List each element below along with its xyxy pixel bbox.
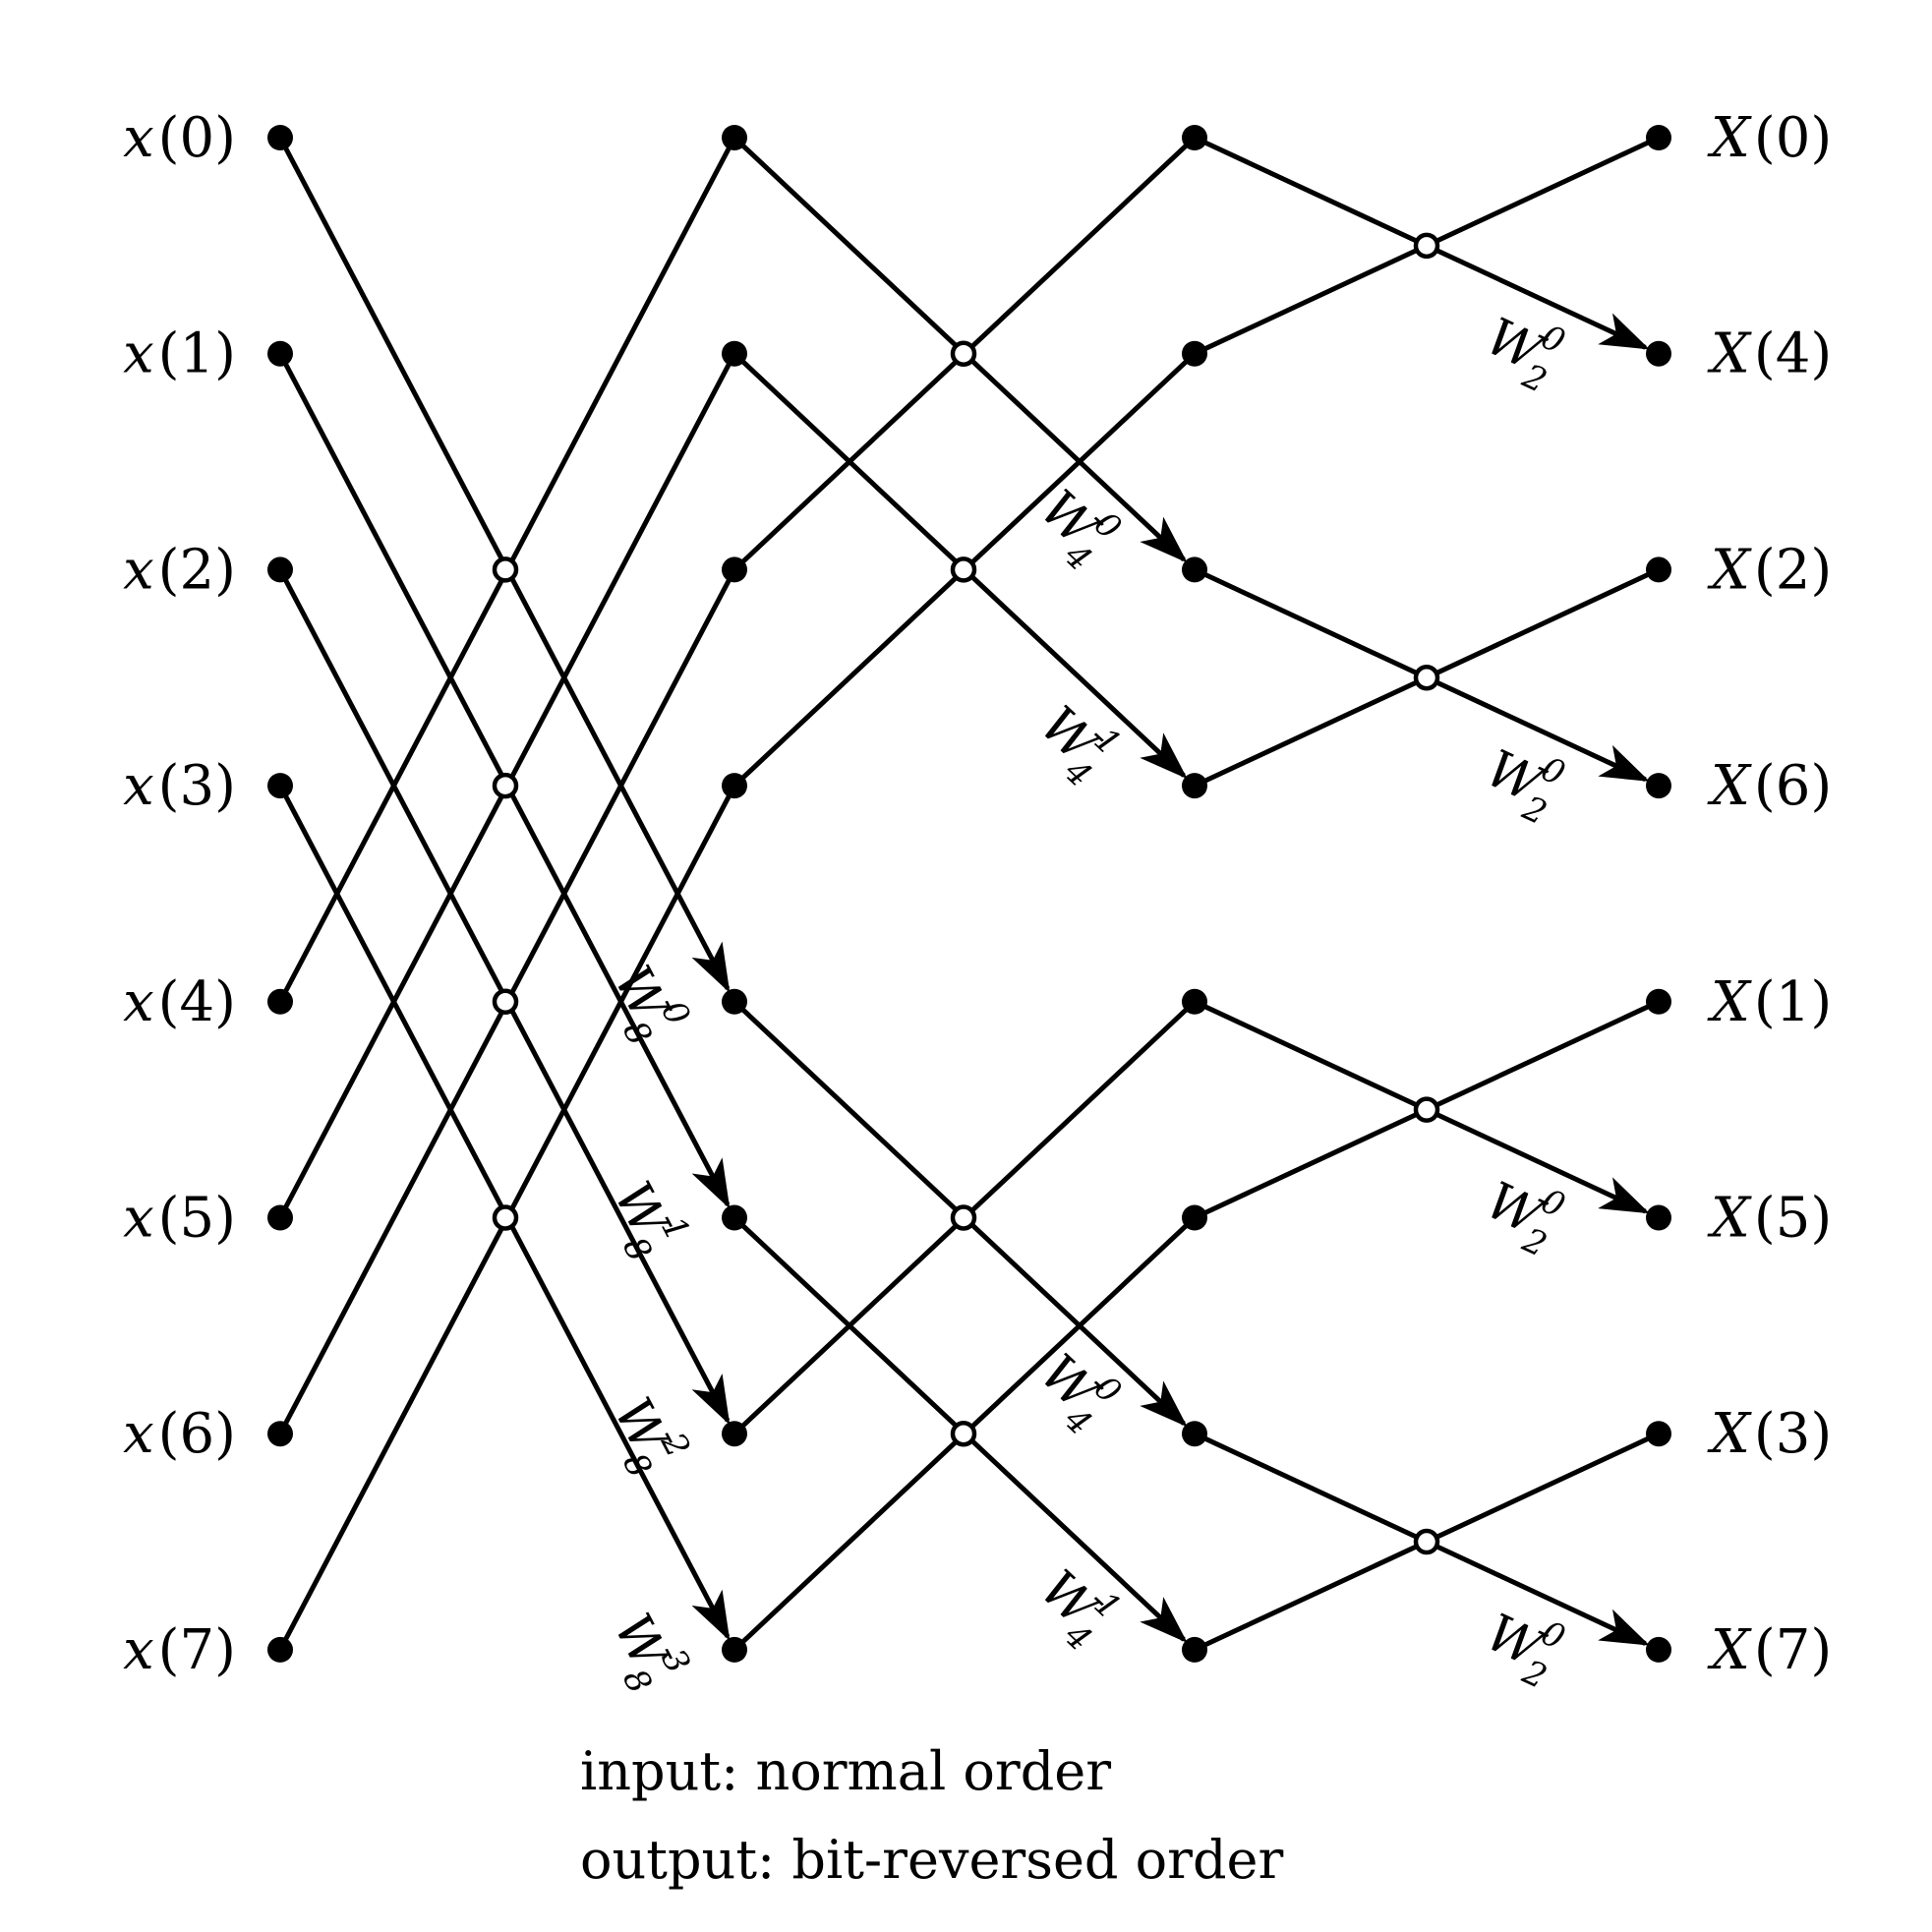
signal-node (1646, 1636, 1671, 1663)
signal-node (267, 340, 293, 367)
twiddle-label-w4: W14 (1028, 1559, 1129, 1660)
output-label: X(4) (1707, 322, 1832, 385)
twiddle-label-w8: W28 (602, 1388, 697, 1484)
signal-node (1182, 988, 1207, 1015)
output-label: X(5) (1707, 1186, 1832, 1250)
twiddle-label-w2: W02 (1477, 1171, 1570, 1265)
crossing-node (1413, 665, 1440, 691)
signal-node (267, 1204, 293, 1231)
crossing-node (1413, 1096, 1440, 1123)
input-label: x(3) (123, 754, 236, 818)
signal-node (1646, 556, 1671, 583)
signal-node (1182, 1421, 1207, 1447)
twiddle-label-w8: W18 (602, 1173, 697, 1268)
crossing-node (492, 1204, 519, 1231)
signal-node (1182, 556, 1207, 583)
twiddle-label-w4: W14 (1028, 695, 1129, 795)
svg-text:0: 0 (1535, 1613, 1570, 1658)
caption-input-order: input: normal order (580, 1740, 1112, 1802)
signal-node (1182, 340, 1207, 367)
signal-node (722, 988, 747, 1015)
twiddle-label-w8: W38 (602, 1605, 697, 1700)
signal-node (722, 125, 747, 150)
crossing-node (492, 556, 519, 583)
signal-node (1646, 988, 1671, 1015)
signal-node (722, 340, 747, 367)
output-label: X(1) (1707, 969, 1832, 1033)
crossing-node (950, 556, 977, 583)
signal-node (1182, 125, 1207, 150)
output-label: X(7) (1707, 1617, 1832, 1681)
crossing-node (950, 1420, 977, 1447)
input-label: x(2) (123, 538, 236, 602)
signal-node (1646, 125, 1671, 150)
signal-node (267, 773, 293, 799)
input-label: x(7) (123, 1617, 236, 1681)
signal-node (722, 1421, 747, 1447)
signal-node (722, 1636, 747, 1663)
signal-node (1646, 340, 1671, 367)
output-label: X(6) (1707, 754, 1832, 818)
crossing-node (1413, 232, 1440, 260)
twiddle-label-w2: W02 (1477, 308, 1570, 402)
input-label: x(5) (123, 1186, 236, 1250)
twiddle-label-w4: W04 (1028, 480, 1129, 580)
crossing-node (1413, 1528, 1440, 1555)
signal-node (722, 556, 747, 583)
signal-node (1182, 1204, 1207, 1231)
crossing-node (950, 340, 977, 367)
caption-output-order: output: bit-reversed order (580, 1829, 1284, 1891)
signal-node (267, 1421, 293, 1447)
input-label: x(4) (123, 969, 236, 1033)
signal-node (1646, 773, 1671, 799)
signal-node (267, 125, 293, 150)
crossing-node (492, 772, 519, 799)
signal-node (267, 556, 293, 583)
svg-text:0: 0 (1535, 318, 1570, 362)
signal-node (267, 988, 293, 1015)
input-label: x(0) (123, 106, 236, 170)
signal-node (722, 773, 747, 799)
crossing-node (492, 988, 519, 1016)
signal-node (1182, 773, 1207, 799)
twiddle-label-w4: W04 (1028, 1343, 1129, 1443)
output-label: X(2) (1707, 538, 1832, 602)
signal-node (1182, 1636, 1207, 1663)
signal-node (1646, 1421, 1671, 1447)
twiddle-label-w2: W02 (1477, 1604, 1570, 1698)
input-label: x(1) (123, 322, 236, 385)
signal-node (1646, 1204, 1671, 1231)
signal-labels: x(0) x(1) x(2) x(3) x(4) x(5) x(6) x(7) X(0) X(4)… (123, 106, 1832, 1682)
twiddle-label-w2: W02 (1477, 739, 1570, 834)
crossing-node (950, 1204, 977, 1231)
output-label: X(0) (1707, 106, 1832, 170)
signal-node (267, 1636, 293, 1663)
signal-node (722, 1204, 747, 1231)
input-label: x(6) (123, 1402, 236, 1466)
butterfly-nodes (267, 125, 1671, 1663)
twiddle-label-w8: W08 (602, 957, 697, 1052)
svg-text:0: 0 (1535, 1182, 1570, 1226)
svg-text:0: 0 (1535, 749, 1570, 793)
output-label: X(3) (1707, 1402, 1832, 1466)
